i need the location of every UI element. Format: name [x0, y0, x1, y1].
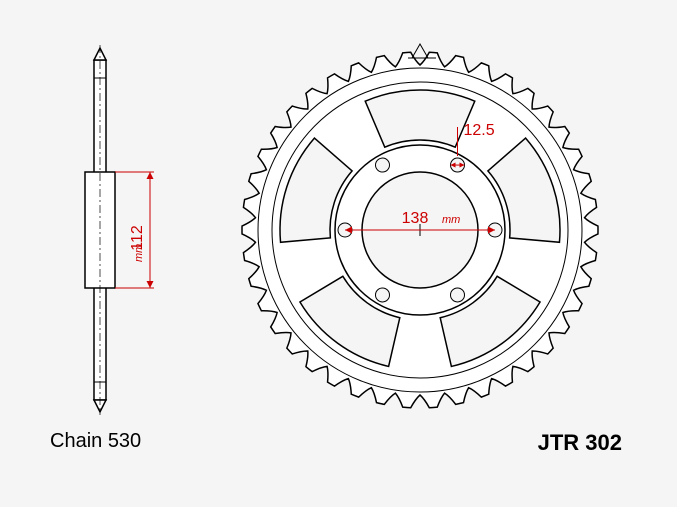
svg-text:12.5: 12.5	[464, 122, 495, 139]
svg-text:138: 138	[402, 210, 429, 227]
part-number-label: JTR 302	[538, 430, 622, 456]
svg-text:mm: mm	[133, 244, 145, 262]
chain-label: Chain 530	[50, 430, 141, 453]
svg-text:mm: mm	[442, 214, 460, 226]
